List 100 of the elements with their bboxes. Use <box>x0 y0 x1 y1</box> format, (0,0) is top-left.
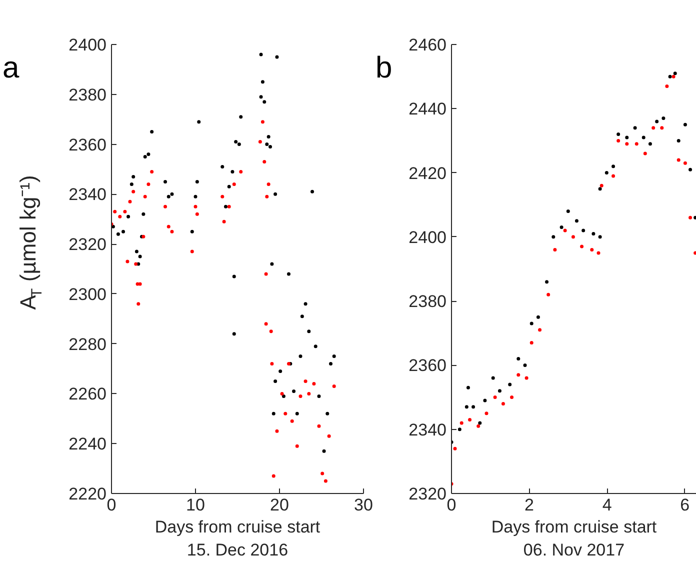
point <box>197 120 201 124</box>
point <box>332 384 336 388</box>
point <box>612 164 616 168</box>
point <box>195 180 199 184</box>
y-tick-label: 2380 <box>408 292 447 312</box>
point <box>262 160 266 164</box>
y-tick-label: 2420 <box>408 164 447 183</box>
point <box>239 170 243 174</box>
point <box>472 405 476 409</box>
point <box>553 248 557 252</box>
point <box>290 419 294 423</box>
y-tick-label: 2220 <box>68 484 107 504</box>
point <box>116 232 120 236</box>
point <box>616 132 620 136</box>
point <box>166 194 170 198</box>
point <box>150 170 154 174</box>
y-tick-label: 2240 <box>68 434 107 454</box>
point <box>295 444 299 448</box>
point <box>138 282 142 286</box>
point <box>272 474 276 478</box>
point <box>258 140 262 144</box>
point <box>142 212 146 216</box>
point <box>508 382 512 386</box>
point <box>262 100 266 104</box>
x-tick-label: 0 <box>106 496 116 514</box>
point <box>616 138 620 142</box>
point <box>194 194 198 198</box>
point <box>580 244 584 248</box>
x-tick-label: 20 <box>270 496 289 514</box>
point <box>484 412 488 416</box>
point <box>672 74 676 78</box>
point <box>598 235 602 239</box>
point <box>493 396 497 400</box>
point <box>274 380 278 383</box>
point <box>128 200 132 204</box>
point <box>284 412 288 416</box>
point <box>190 230 194 234</box>
point <box>312 382 316 386</box>
point <box>132 174 136 178</box>
point <box>275 55 279 59</box>
point <box>234 140 238 144</box>
point <box>328 362 332 366</box>
point <box>146 152 150 156</box>
point <box>132 190 136 194</box>
point <box>122 230 126 234</box>
point <box>633 126 637 130</box>
y-tick-label: 2400 <box>68 36 107 54</box>
point <box>118 214 122 218</box>
point <box>237 142 241 146</box>
point <box>138 254 142 258</box>
point <box>266 135 270 139</box>
x-tick-label: 0 <box>446 496 456 514</box>
point <box>516 357 520 361</box>
point <box>307 392 311 396</box>
y-tick-label: 2260 <box>68 384 107 404</box>
point <box>260 120 264 124</box>
point <box>600 184 604 188</box>
point <box>227 184 231 188</box>
point <box>270 362 274 366</box>
point <box>458 428 462 432</box>
point <box>625 136 629 140</box>
point <box>130 182 134 186</box>
point <box>642 136 646 140</box>
point <box>280 392 284 396</box>
point <box>501 402 505 406</box>
point <box>530 341 534 345</box>
point <box>478 421 482 425</box>
y-tick-label: 2360 <box>68 135 107 154</box>
point <box>265 194 269 198</box>
y-tick-label: 2380 <box>68 85 107 104</box>
point <box>307 330 311 334</box>
point <box>466 386 470 390</box>
point <box>220 194 224 198</box>
point <box>134 250 138 254</box>
point <box>146 182 150 186</box>
point <box>272 412 276 416</box>
point <box>268 145 272 149</box>
point <box>655 120 659 124</box>
point <box>648 142 652 146</box>
point <box>227 204 231 208</box>
point <box>126 214 130 218</box>
point <box>278 370 282 374</box>
x-tick-label: 6 <box>680 496 690 514</box>
y-tick-label: 2320 <box>408 484 447 504</box>
point <box>546 292 550 296</box>
point <box>134 262 138 266</box>
point <box>510 396 514 400</box>
point <box>604 171 608 175</box>
point <box>476 424 480 428</box>
y-tick-label: 2340 <box>68 185 107 204</box>
point <box>590 248 594 252</box>
point <box>190 250 194 254</box>
point <box>266 182 270 186</box>
point <box>574 219 578 223</box>
point <box>270 262 274 266</box>
point <box>170 230 174 234</box>
point <box>304 380 308 383</box>
point <box>538 328 542 332</box>
y-tick-label: 2460 <box>408 36 447 54</box>
point <box>326 412 330 416</box>
